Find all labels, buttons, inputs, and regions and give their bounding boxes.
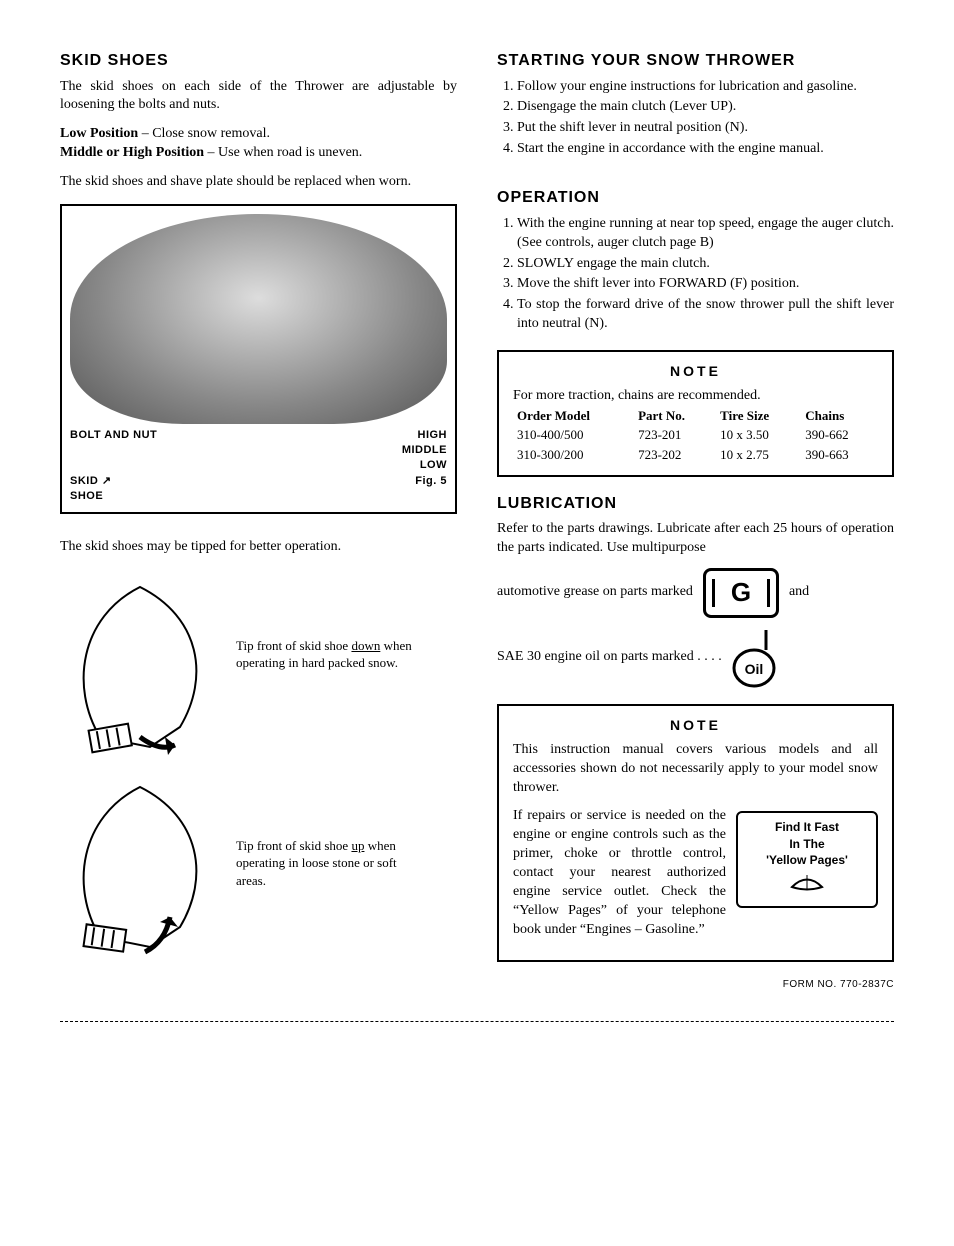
mid-position-text: – Use when road is uneven. (204, 145, 362, 160)
low-position-label: Low Position (60, 126, 138, 141)
tip-up-diagram: Tip front of skid shoe up when operating… (60, 777, 457, 957)
skid-shoes-positions: Low Position – Close snow removal. Middl… (60, 125, 457, 163)
table-cell: 723-202 (634, 445, 716, 465)
table-cell: 723-201 (634, 425, 716, 445)
yp-line2: In The (742, 836, 872, 852)
note-title: NOTE (513, 362, 878, 381)
table-cell: 390-663 (801, 445, 878, 465)
svg-text:Oil: Oil (744, 661, 763, 677)
figure-number: Fig. 5 (415, 474, 447, 504)
grease-icon: G (703, 568, 779, 618)
yellow-pages-icon: Find It Fast In The 'Yellow Pages' (736, 811, 878, 908)
list-item: Disengage the main clutch (Lever UP). (517, 98, 894, 117)
yp-line3: 'Yellow Pages' (742, 852, 872, 868)
tip-down-diagram: Tip front of skid shoe down when operati… (60, 577, 457, 757)
operation-heading: OPERATION (497, 187, 894, 209)
operation-list: With the engine running at near top spee… (497, 215, 894, 334)
fig-label-skid: SKID (70, 475, 98, 487)
lubrication-heading: LUBRICATION (497, 493, 894, 515)
chains-table: Order Model Part No. Tire Size Chains 31… (513, 406, 878, 465)
note-chains-box: NOTE For more traction, chains are recom… (497, 350, 894, 476)
table-cell: 10 x 2.75 (716, 445, 801, 465)
note-manual-box: NOTE This instruction manual covers vari… (497, 704, 894, 962)
table-row: Order Model Part No. Tire Size Chains (513, 406, 878, 426)
lubrication-intro: Refer to the parts drawings. Lubricate a… (497, 520, 894, 558)
oil-text: SAE 30 engine oil on parts marked . . . … (497, 648, 722, 667)
oil-can-icon: Oil (732, 628, 776, 688)
list-item: SLOWLY engage the main clutch. (517, 255, 894, 274)
fig-label-shoe: SHOE (70, 490, 103, 502)
list-item: Follow your engine instructions for lubr… (517, 78, 894, 97)
figure-5-image (70, 214, 447, 424)
list-item: With the engine running at near top spee… (517, 215, 894, 253)
page-divider (60, 1021, 894, 1022)
list-item: Move the shift lever into FORWARD (F) po… (517, 275, 894, 294)
starting-list: Follow your engine instructions for lubr… (497, 78, 894, 160)
note-manual-p1: This instruction manual covers various m… (513, 741, 878, 798)
table-cell: 10 x 3.50 (716, 425, 801, 445)
table-cell: 310-400/500 (513, 425, 634, 445)
mid-position-label: Middle or High Position (60, 145, 204, 160)
form-number: FORM NO. 770-2837C (497, 978, 894, 992)
list-item: To stop the forward drive of the snow th… (517, 296, 894, 334)
grease-text: automotive grease on parts marked (497, 583, 693, 602)
skid-shoes-heading: SKID SHOES (60, 50, 457, 72)
skid-shoes-tipped: The skid shoes may be tipped for better … (60, 538, 457, 557)
fig-label-low: LOW (420, 459, 447, 471)
skid-shoes-intro: The skid shoes on each side of the Throw… (60, 78, 457, 116)
figure-5-box: BOLT AND NUT HIGH MIDDLE LOW SKID ↗ SHOE… (60, 204, 457, 514)
tip-up-shape-icon (60, 777, 220, 957)
tip-up-text: Tip front of skid shoe up when operating… (236, 777, 416, 890)
table-header: Order Model (513, 406, 634, 426)
fig-label-high: HIGH (418, 429, 448, 441)
table-cell: 310-300/200 (513, 445, 634, 465)
list-item: Start the engine in accordance with the … (517, 140, 894, 159)
table-header: Chains (801, 406, 878, 426)
table-header: Tire Size (716, 406, 801, 426)
table-row: 310-400/500 723-201 10 x 3.50 390-662 (513, 425, 878, 445)
and-text: and (789, 583, 809, 602)
list-item: Put the shift lever in neutral position … (517, 119, 894, 138)
yp-line1: Find It Fast (742, 819, 872, 835)
low-position-text: – Close snow removal. (138, 126, 270, 141)
fig-label-middle: MIDDLE (402, 444, 447, 456)
note-chains-intro: For more traction, chains are recommende… (513, 387, 878, 406)
table-cell: 390-662 (801, 425, 878, 445)
table-header: Part No. (634, 406, 716, 426)
skid-shoes-replace: The skid shoes and shave plate should be… (60, 173, 457, 192)
tip-down-text: Tip front of skid shoe down when operati… (236, 577, 416, 672)
fig-label-bolt-nut: BOLT AND NUT (70, 428, 157, 473)
tip-down-shape-icon (60, 577, 220, 757)
note-title: NOTE (513, 716, 878, 735)
table-row: 310-300/200 723-202 10 x 2.75 390-663 (513, 445, 878, 465)
starting-heading: STARTING YOUR SNOW THROWER (497, 50, 894, 72)
